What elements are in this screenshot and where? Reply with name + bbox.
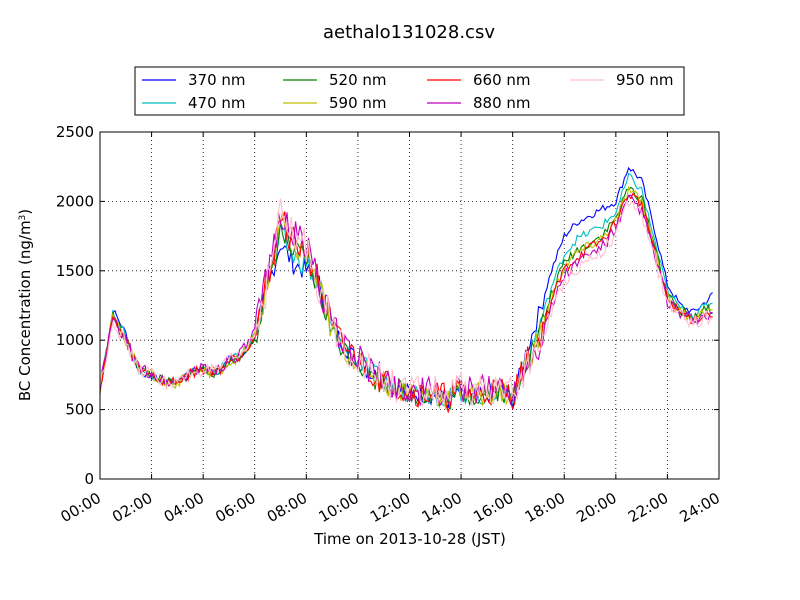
legend-label: 880 nm [473,94,531,112]
y-axis: 0 500 1000 1500 2000 2500 [56,123,719,488]
series-line-950-nm [99,198,713,407]
y-tick-label: 1500 [56,262,94,280]
y-axis-label-sup: 3 [18,215,28,221]
y-axis-label-main: BC Concentration (ng/m [16,220,34,401]
y-tick-label: 2000 [56,192,94,210]
legend-box [134,66,685,116]
y-tick-label: 0 [84,470,94,488]
chart-title: aethalo131028.csv [323,22,495,43]
series-line-660-nm [99,192,713,414]
series-line-880-nm [99,194,713,407]
x-axis-label: Time on 2013-10-28 (JST) [313,530,506,548]
legend-label: 520 nm [329,71,387,89]
legend-label: 950 nm [616,71,674,89]
y-axis-label-end: ) [16,209,34,215]
y-tick-label: 1000 [56,331,94,349]
legend-label: 660 nm [473,71,531,89]
legend-entries: 370 nm 470 nm 520 nm 590 nm 660 nm 880 nm 950 … [142,71,674,112]
legend-label: 590 nm [329,94,387,112]
y-tick-label: 500 [65,401,94,419]
legend-label: 470 nm [188,94,246,112]
series-lines [99,166,713,414]
legend: 370 nm 470 nm 520 nm 590 nm 660 nm 880 nm 950 … [134,66,685,116]
y-axis-label: BC Concentration (ng/m3) [16,209,34,401]
legend-label: 370 nm [188,71,246,89]
y-tick-label: 2500 [56,123,94,141]
